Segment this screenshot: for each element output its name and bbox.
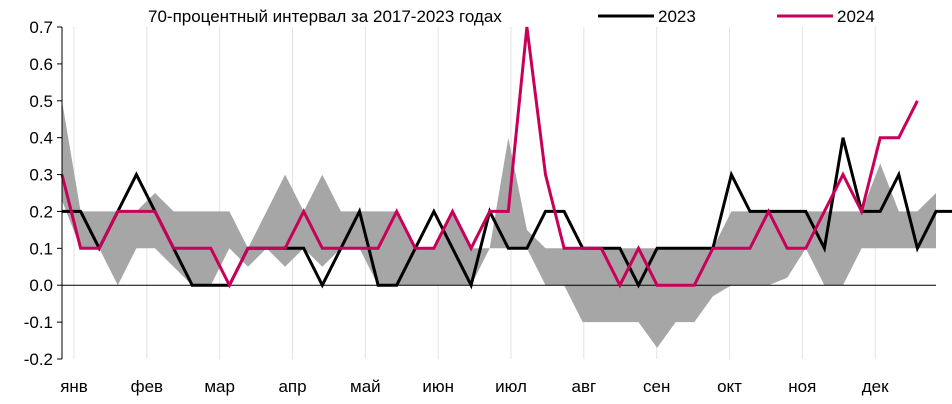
x-tick-label: авг: [571, 377, 596, 396]
gridlines: [73, 27, 876, 359]
series-line-2024: [60, 26, 919, 289]
y-tick-label: -0.1: [24, 313, 53, 332]
y-tick-label: 0.3: [29, 166, 53, 185]
y-tick-label: 0.5: [29, 92, 53, 111]
x-tick-label: ноя: [788, 377, 816, 396]
x-axis: янв фев мар апр май июн июл авг сен окт ноя дек: [60, 377, 889, 396]
y-tick-label: 0.1: [29, 239, 53, 258]
x-tick-label: мар: [204, 377, 235, 396]
y-tick-label: 0.2: [29, 202, 53, 221]
y-tick-label: 0.6: [29, 55, 53, 74]
legend-2023-label: 2023: [658, 7, 696, 26]
y-tick-label: 0.4: [29, 129, 53, 148]
interval-band: [62, 100, 936, 348]
x-tick-label: апр: [278, 377, 306, 396]
y-tick-label: 0.0: [29, 276, 53, 295]
y-tick-label: -0.2: [24, 350, 53, 369]
x-tick-label: янв: [60, 377, 88, 396]
y-tick-label: 0.7: [29, 18, 53, 37]
series-lines: [60, 26, 952, 290]
series-line-2023: [62, 137, 952, 290]
y-axis: -0.2 -0.1 0.0 0.1 0.2 0.3 0.4 0.5 0.6 0.7: [24, 18, 63, 369]
x-tick-label: июн: [422, 377, 454, 396]
x-tick-label: сен: [643, 377, 670, 396]
x-tick-label: фев: [131, 377, 163, 396]
x-tick-label: май: [350, 377, 381, 396]
x-tick-label: дек: [862, 377, 889, 396]
legend-band-label: 70-процентный интервал за 2017-2023 года…: [148, 7, 502, 26]
x-tick-label: окт: [717, 377, 742, 396]
legend: 70-процентный интервал за 2017-2023 года…: [148, 7, 875, 26]
x-tick-label: июл: [495, 377, 527, 396]
legend-2024-label: 2024: [837, 7, 875, 26]
